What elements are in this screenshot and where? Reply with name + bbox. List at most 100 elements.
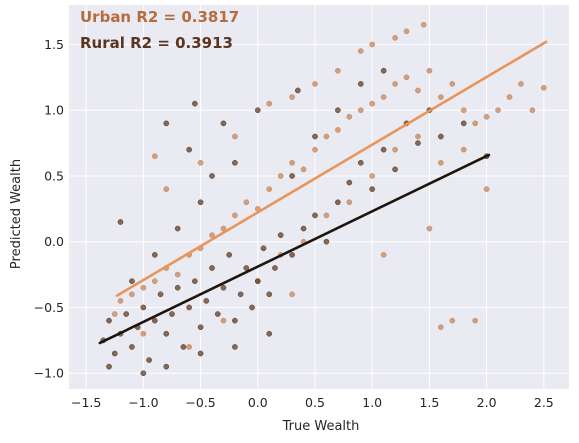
- data-point: [369, 173, 376, 179]
- data-point: [312, 133, 318, 140]
- data-point: [357, 48, 364, 54]
- data-point: [312, 146, 318, 153]
- data-point: [438, 324, 444, 331]
- x-tick-label: 2.5: [534, 395, 554, 410]
- data-point: [272, 265, 278, 271]
- data-point: [438, 159, 444, 166]
- data-point: [415, 140, 421, 146]
- y-tick-label: 0.5: [44, 168, 64, 183]
- data-point: [506, 94, 513, 100]
- data-point: [294, 87, 301, 94]
- data-point: [346, 179, 353, 186]
- series-1-fit-line: [98, 153, 491, 345]
- y-tick-label: −0.5: [34, 300, 64, 315]
- data-point: [237, 291, 244, 298]
- rural-r2-annotation: Rural R2 = 0.3913: [80, 34, 233, 52]
- data-point: [197, 199, 204, 206]
- data-point: [197, 159, 204, 166]
- data-point: [232, 212, 238, 219]
- data-point: [495, 107, 501, 114]
- data-point: [369, 41, 376, 48]
- data-point: [266, 291, 273, 298]
- data-point: [335, 127, 341, 133]
- data-point: [392, 81, 398, 87]
- data-point: [192, 278, 198, 285]
- data-point: [392, 35, 398, 41]
- data-point: [232, 159, 238, 166]
- data-point: [220, 120, 227, 127]
- x-tick-label: 1.0: [362, 395, 382, 410]
- data-point: [214, 311, 221, 317]
- data-point: [438, 94, 444, 100]
- data-point: [146, 357, 152, 363]
- data-point: [186, 146, 192, 153]
- data-point: [157, 291, 164, 298]
- data-point: [540, 84, 547, 91]
- data-point: [111, 350, 118, 357]
- data-point: [277, 232, 284, 238]
- data-point: [260, 245, 267, 252]
- data-point: [232, 317, 238, 324]
- data-point: [254, 107, 261, 114]
- data-point: [335, 199, 341, 206]
- data-point: [226, 252, 233, 258]
- data-point: [380, 67, 387, 74]
- data-point: [449, 81, 456, 87]
- y-tick-label: 1.5: [44, 37, 64, 52]
- data-point: [369, 100, 376, 107]
- data-point: [192, 100, 198, 107]
- data-point: [129, 344, 135, 350]
- grid: [69, 5, 569, 389]
- data-point: [289, 291, 295, 298]
- x-tick-label: 0.5: [305, 395, 325, 410]
- x-tick-label: −1.5: [71, 395, 101, 410]
- y-tick-labels: −1.0 −0.5 0.0 0.5 1.0 1.5: [34, 37, 64, 381]
- data-point: [111, 311, 118, 317]
- data-point: [460, 146, 467, 153]
- data-point: [380, 146, 387, 153]
- x-tick-label: 1.5: [419, 395, 439, 410]
- data-point: [117, 219, 124, 225]
- data-point: [203, 298, 210, 304]
- data-point: [323, 212, 330, 219]
- series-1-points: [100, 67, 490, 377]
- data-point: [151, 317, 158, 324]
- data-point: [289, 252, 295, 258]
- x-tick-label: 0.0: [248, 395, 268, 410]
- data-point: [254, 278, 261, 285]
- data-point: [392, 146, 398, 153]
- data-point: [106, 363, 112, 370]
- x-tick-label: −1.0: [128, 395, 158, 410]
- data-point: [209, 173, 215, 179]
- y-tick-label: 0.0: [44, 234, 64, 249]
- data-point: [449, 317, 456, 324]
- y-axis-label: Predicted Wealth: [9, 159, 24, 269]
- data-point: [289, 173, 295, 179]
- data-point: [140, 330, 147, 337]
- data-point: [174, 271, 181, 278]
- data-point: [209, 232, 215, 238]
- data-point: [483, 113, 490, 120]
- x-tick-label: −0.5: [185, 395, 215, 410]
- data-point: [243, 265, 250, 271]
- data-point: [140, 370, 147, 377]
- data-point: [186, 344, 192, 350]
- data-point: [266, 100, 273, 107]
- data-point: [140, 304, 147, 311]
- data-point: [483, 186, 490, 192]
- x-tick-label: 2.0: [477, 395, 497, 410]
- series-0-fit-line: [115, 40, 548, 297]
- data-point: [220, 317, 227, 324]
- data-point: [151, 252, 158, 258]
- data-point: [323, 238, 330, 245]
- data-point: [518, 81, 524, 87]
- y-tick-label: 1.0: [44, 103, 64, 118]
- data-point: [266, 330, 273, 337]
- data-point: [300, 225, 307, 232]
- plot-area: [69, 5, 569, 389]
- data-point: [106, 317, 112, 324]
- series-0-points: [111, 21, 547, 350]
- data-point: [369, 186, 376, 192]
- data-point: [357, 159, 364, 166]
- urban-r2-annotation: Urban R2 = 0.3817: [80, 8, 239, 26]
